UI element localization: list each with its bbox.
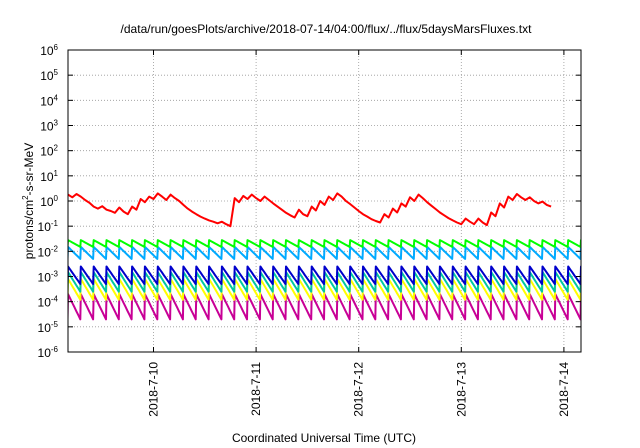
series-line bbox=[68, 293, 581, 321]
y-tick-label: 106 bbox=[40, 43, 58, 58]
y-tick-base: 10 bbox=[38, 271, 52, 285]
grid-lines bbox=[68, 50, 581, 352]
x-tick-label: 2018-7-14 bbox=[557, 362, 571, 417]
y-tick-base: 10 bbox=[38, 296, 52, 310]
y-tick-exponent: -2 bbox=[51, 244, 59, 253]
y-tick-exponent: 2 bbox=[54, 144, 59, 153]
y-tick-base: 10 bbox=[40, 94, 54, 108]
series-line bbox=[68, 192, 552, 228]
y-tick-label: 10-2 bbox=[38, 244, 59, 259]
y-tick-base: 10 bbox=[38, 220, 52, 234]
series-line bbox=[68, 277, 581, 301]
y-tick-exponent: 6 bbox=[54, 43, 59, 52]
y-tick-exponent: -1 bbox=[51, 219, 59, 228]
x-tick-label: 2018-7-10 bbox=[147, 362, 161, 417]
y-tick-label: 103 bbox=[40, 119, 58, 134]
y-tick-exponent: 4 bbox=[54, 93, 59, 102]
series-line bbox=[68, 239, 581, 248]
series-line bbox=[68, 245, 581, 260]
y-tick-label: 100 bbox=[40, 194, 58, 209]
x-tick-label: 2018-7-12 bbox=[352, 362, 366, 417]
y-tick-exponent: 0 bbox=[54, 194, 59, 203]
y-tick-label: 10-6 bbox=[38, 345, 59, 360]
y-tick-exponent: 3 bbox=[54, 119, 59, 128]
y-tick-base: 10 bbox=[40, 69, 54, 83]
y-tick-label: 10-1 bbox=[38, 219, 59, 234]
x-axis: 2018-7-10 2018-7-11 2018-7-12 2018-7-13 2018… bbox=[147, 50, 571, 417]
y-tick-label: 105 bbox=[40, 68, 58, 83]
y-axis-label-main: protons/cm bbox=[22, 200, 36, 259]
y-tick-exponent: -4 bbox=[51, 295, 59, 304]
x-axis-label: Coordinated Universal Time (UTC) bbox=[232, 431, 416, 445]
y-axis-label-sup: 2 bbox=[21, 195, 30, 200]
series-line bbox=[68, 271, 581, 293]
y-tick-label: 10-3 bbox=[38, 270, 59, 285]
chart-title: /data/run/goesPlots/archive/2018-07-14/0… bbox=[121, 22, 533, 36]
y-tick-base: 10 bbox=[40, 195, 54, 209]
y-axis-label: protons/cm2-s-sr-MeV bbox=[21, 143, 36, 259]
y-tick-label: 102 bbox=[40, 144, 58, 159]
y-axis-label-rest: -s-sr-MeV bbox=[22, 143, 36, 196]
y-tick-label: 10-4 bbox=[38, 295, 59, 310]
series-layer bbox=[68, 192, 581, 321]
y-tick-label: 101 bbox=[40, 169, 58, 184]
x-tick-label: 2018-7-13 bbox=[454, 362, 468, 417]
y-tick-base: 10 bbox=[40, 170, 54, 184]
y-tick-exponent: -5 bbox=[51, 320, 59, 329]
y-tick-exponent: -3 bbox=[51, 270, 59, 279]
y-tick-exponent: 5 bbox=[54, 68, 59, 77]
y-tick-base: 10 bbox=[40, 44, 54, 58]
y-tick-base: 10 bbox=[38, 321, 52, 335]
y-tick-label: 104 bbox=[40, 93, 58, 108]
y-axis: 10-610-510-410-310-210-11001011021031041… bbox=[38, 43, 581, 360]
y-tick-label: 10-5 bbox=[38, 320, 59, 335]
y-tick-base: 10 bbox=[38, 346, 52, 360]
series-line bbox=[68, 265, 581, 286]
y-tick-base: 10 bbox=[40, 120, 54, 134]
x-tick-label: 2018-7-11 bbox=[249, 362, 263, 416]
y-tick-exponent: 1 bbox=[54, 169, 59, 178]
y-tick-exponent: -6 bbox=[51, 345, 59, 354]
y-tick-base: 10 bbox=[40, 145, 54, 159]
y-tick-base: 10 bbox=[38, 245, 52, 259]
